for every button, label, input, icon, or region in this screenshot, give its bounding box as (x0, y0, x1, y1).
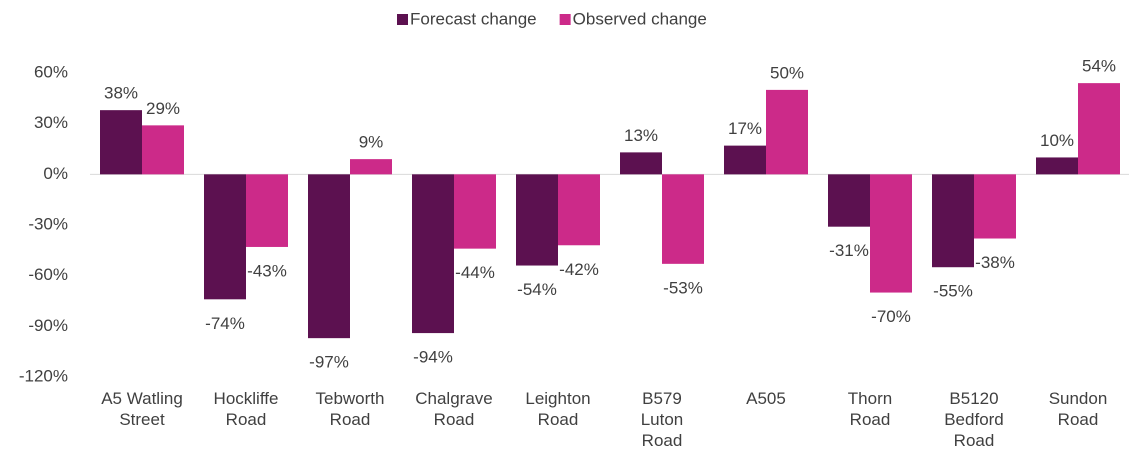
bar (308, 174, 350, 339)
x-tick-label: B579 Luton Road (640, 389, 684, 450)
x-tick-label: Sundon Road (1048, 389, 1108, 429)
bar (558, 174, 600, 246)
bar (766, 89, 808, 175)
data-label: 38% (104, 84, 138, 103)
bar (932, 174, 974, 268)
y-tick-label: -90% (28, 316, 68, 335)
bar (974, 174, 1016, 239)
y-tick-label: -60% (28, 265, 68, 284)
y-tick-label: 60% (34, 62, 68, 81)
x-tick-label: Tebworth Road (315, 389, 385, 429)
data-label: -54% (517, 280, 557, 299)
legend-label: Observed change (573, 9, 707, 28)
bar (516, 174, 558, 266)
y-tick-label: 0% (43, 164, 68, 183)
bar (724, 145, 766, 175)
data-label: 9% (359, 133, 384, 152)
bar (828, 174, 870, 227)
bar (412, 174, 454, 334)
x-tick-label: Thorn Road (847, 389, 893, 429)
bar (204, 174, 246, 300)
x-tick-label: B5120 Bedford Road (944, 389, 1004, 450)
bar (142, 125, 184, 175)
x-tick-label: A5 Watling Street (101, 389, 183, 429)
x-tick-label: A505 (746, 389, 786, 408)
data-label: 10% (1040, 131, 1074, 150)
data-label: -53% (663, 278, 703, 297)
data-label: 13% (624, 126, 658, 145)
bar (1078, 83, 1120, 175)
y-tick-label: -30% (28, 214, 68, 233)
data-label: -42% (559, 260, 599, 279)
data-label: -43% (247, 261, 287, 280)
x-tick-label: Hockliffe Road (213, 389, 279, 429)
x-tick-label: Leighton Road (525, 389, 591, 429)
data-label: 54% (1082, 57, 1116, 76)
legend-swatch (559, 14, 571, 25)
bar (454, 174, 496, 249)
data-label: -70% (871, 307, 911, 326)
data-label: -38% (975, 253, 1015, 272)
bar (870, 174, 912, 293)
bar (620, 152, 662, 175)
data-label: -97% (309, 353, 349, 372)
bar (662, 174, 704, 264)
bar (1036, 157, 1078, 175)
data-label: 17% (728, 119, 762, 138)
data-label: -94% (413, 348, 453, 367)
bar (350, 159, 392, 175)
data-label: 50% (770, 63, 804, 82)
bar (100, 110, 142, 175)
y-tick-label: -120% (19, 366, 68, 385)
legend-label: Forecast change (410, 9, 537, 28)
y-tick-label: 30% (34, 113, 68, 132)
bar (246, 174, 288, 247)
data-label: -31% (829, 241, 869, 260)
x-tick-label: Chalgrave Road (415, 389, 493, 429)
data-label: -74% (205, 314, 245, 333)
data-label: -44% (455, 263, 495, 282)
data-label: -55% (933, 282, 973, 301)
data-label: 29% (146, 99, 180, 118)
legend-swatch (397, 14, 408, 25)
